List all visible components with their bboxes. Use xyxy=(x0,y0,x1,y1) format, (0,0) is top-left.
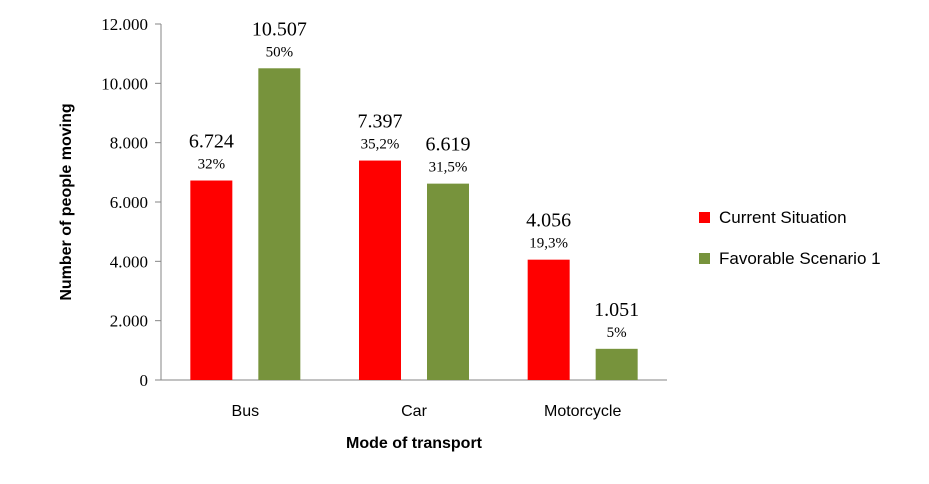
bar-value-label: 6.724 xyxy=(189,131,234,153)
category-labels: Bus Car Motorcycle xyxy=(232,403,622,420)
bar-bus-series-0 xyxy=(190,180,233,380)
bar-value-label: 7.397 xyxy=(358,111,403,133)
bar-motorcycle-series-1 xyxy=(595,348,638,380)
legend-swatch xyxy=(699,212,710,223)
category-label: Car xyxy=(401,403,427,420)
bar-bus-series-1 xyxy=(258,68,301,381)
legend: Current Situation Favorable Scenario 1 xyxy=(699,208,881,268)
y-tick-label: 4.000 xyxy=(110,252,148,271)
bar-car-series-1 xyxy=(427,183,469,380)
legend-swatch xyxy=(699,253,710,264)
bar-value-label: 10.507 xyxy=(252,18,307,40)
bar-car-series-0 xyxy=(359,160,401,380)
bar-percent-label: 50% xyxy=(266,44,294,60)
data-labels: 6.724 32% 10.507 50% 7.397 35,2% 6.619 31,5% 4.0… xyxy=(189,18,639,341)
bar-motorcycle-series-0 xyxy=(527,259,570,380)
legend-label: Current Situation xyxy=(719,208,847,227)
bar-value-label: 1.051 xyxy=(594,299,639,321)
bar-percent-label: 35,2% xyxy=(361,137,400,153)
bar-percent-label: 5% xyxy=(607,325,627,341)
bar-value-label: 4.056 xyxy=(526,210,571,232)
y-tick-label: 8.000 xyxy=(110,134,148,153)
x-axis-title: Mode of transport xyxy=(346,435,483,452)
bar-percent-label: 32% xyxy=(198,157,226,173)
bars xyxy=(190,68,638,381)
bar-percent-label: 19,3% xyxy=(529,236,568,252)
y-tick-label: 2.000 xyxy=(110,312,148,331)
bar-percent-label: 31,5% xyxy=(429,160,468,176)
y-tick-label: 12.000 xyxy=(101,15,148,34)
y-axis-title: Number of people moving xyxy=(58,103,75,300)
bar-value-label: 6.619 xyxy=(426,134,471,156)
y-ticks: 0 2.000 4.000 6.000 8.000 10.000 12.000 xyxy=(101,15,161,390)
y-tick-label: 0 xyxy=(140,371,149,390)
y-tick-label: 10.000 xyxy=(101,74,148,93)
category-label: Bus xyxy=(232,403,260,420)
legend-label: Favorable Scenario 1 xyxy=(719,249,881,268)
y-tick-label: 6.000 xyxy=(110,193,148,212)
category-label: Motorcycle xyxy=(544,403,621,420)
